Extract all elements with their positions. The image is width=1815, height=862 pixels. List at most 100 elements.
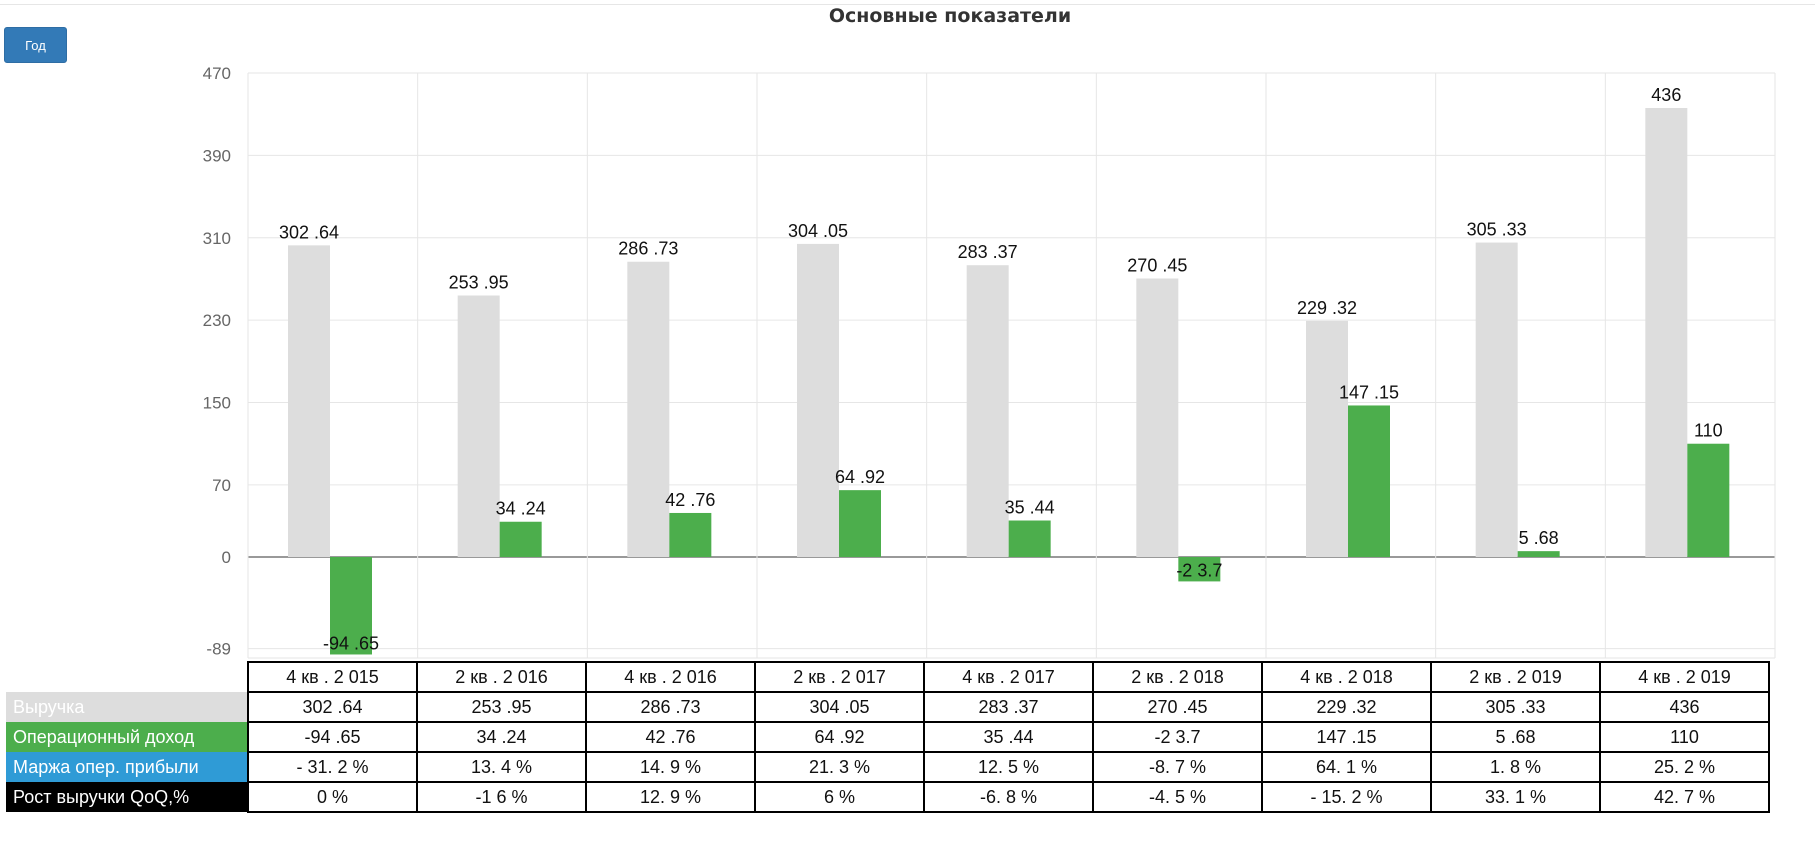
table-column-header: 4 кв . 2 015 [247, 661, 418, 693]
table-cell: -6. 8 % [923, 781, 1094, 813]
data-label-revenue: 302 .64 [279, 222, 339, 242]
table-cell: 12. 5 % [923, 751, 1094, 783]
table-cell: 13. 4 % [416, 751, 587, 783]
data-label-revenue: 229 .32 [1297, 298, 1357, 318]
data-label-operating-income: 34 .24 [496, 499, 546, 519]
table-cell: 6 % [754, 781, 925, 813]
y-tick-label: 310 [203, 229, 231, 248]
data-label-revenue: 283 .37 [958, 242, 1018, 262]
table-cell: - 15. 2 % [1261, 781, 1432, 813]
bar-revenue [627, 261, 670, 557]
data-label-operating-income: -94 .65 [323, 633, 379, 653]
data-label-revenue: 253 .95 [449, 272, 509, 292]
y-tick-label: 70 [212, 476, 231, 495]
y-tick-label: 150 [203, 394, 231, 413]
data-label-operating-income: 5 .68 [1519, 528, 1559, 548]
top-divider [0, 4, 1815, 5]
table-header-row: 4 кв . 2 015 2 кв . 2 016 4 кв . 2 016 2 кв… [6, 661, 1770, 693]
table-cell: 12. 9 % [585, 781, 756, 813]
table-row: Операционный доход -94 .65 34 .24 42 .76 64 … [6, 721, 1770, 753]
table-cell: 286 .73 [585, 691, 756, 723]
table-cell: 42. 7 % [1599, 781, 1770, 813]
bar-revenue [1475, 242, 1518, 557]
table-cell: 253 .95 [416, 691, 587, 723]
bar-operating-income [499, 521, 542, 557]
data-label-operating-income: -2 3.7 [1176, 560, 1222, 580]
data-table: 4 кв . 2 015 2 кв . 2 016 4 кв . 2 016 2 кв… [6, 661, 1770, 813]
table-row: Рост выручки QoQ,% 0 % -1 6 % 12. 9 % 6 % -6.… [6, 781, 1770, 813]
table-column-header: 4 кв . 2 018 [1261, 661, 1432, 693]
bar-operating-income [1178, 557, 1221, 582]
y-tick-label: 470 [203, 64, 231, 83]
data-label-revenue: 286 .73 [618, 239, 678, 259]
bar-revenue [1306, 320, 1348, 557]
table-column-header: 2 кв . 2 019 [1430, 661, 1601, 693]
table-cell: 35 .44 [923, 721, 1094, 753]
bar-revenue [797, 243, 839, 557]
table-cell: 147 .15 [1261, 721, 1432, 753]
table-cell: 34 .24 [416, 721, 587, 753]
table-cell: 5 .68 [1430, 721, 1601, 753]
table-cell: 1. 8 % [1430, 751, 1601, 783]
data-label-revenue: 436 [1651, 85, 1681, 105]
table-cell: 42 .76 [585, 721, 756, 753]
table-row: Выручка 302 .64 253 .95 286 .73 304 .05 283 .… [6, 691, 1770, 723]
bar-operating-income [839, 490, 881, 557]
chart-data-labels: 302 .64 253 .95 286 .73 304 .05 283 .37 270 .… [279, 85, 1723, 653]
chart-grid [247, 72, 1776, 659]
table-column-header: 2 кв . 2 018 [1092, 661, 1263, 693]
table-corner [6, 662, 248, 692]
y-tick-label: 230 [203, 311, 231, 330]
period-year-button[interactable]: Год [4, 27, 67, 63]
data-label-operating-income: 147 .15 [1339, 382, 1399, 402]
table-column-header: 2 кв . 2 016 [416, 661, 587, 693]
table-cell: 283 .37 [923, 691, 1094, 723]
table-cell: -2 3.7 [1092, 721, 1263, 753]
data-label-revenue: 304 .05 [788, 221, 848, 241]
table-cell: - 31. 2 % [247, 751, 418, 783]
table-column-header: 4 кв . 2 016 [585, 661, 756, 693]
bar-revenue [288, 245, 330, 557]
data-label-operating-income: 42 .76 [665, 490, 715, 510]
bar-revenue [966, 265, 1009, 557]
bar-operating-income [1687, 443, 1730, 557]
table-column-header: 2 кв . 2 017 [754, 661, 925, 693]
y-axis: 470 390 310 230 150 70 0 -89 [203, 64, 231, 659]
bar-chart: 302 .64 253 .95 286 .73 304 .05 283 .37 270 .… [203, 64, 1776, 659]
bar-operating-income [330, 557, 372, 655]
table-cell: 14. 9 % [585, 751, 756, 783]
table-cell: 229 .32 [1261, 691, 1432, 723]
table-cell: 110 [1599, 721, 1770, 753]
table-row-label: Рост выручки QoQ,% [6, 782, 248, 812]
table-cell: 304 .05 [754, 691, 925, 723]
table-row-label: Маржа опер. прибыли [6, 752, 248, 782]
bar-operating-income [1008, 520, 1051, 557]
data-label-operating-income: 64 .92 [835, 467, 885, 487]
data-label-operating-income: 110 [1694, 421, 1723, 441]
table-column-header: 4 кв . 2 017 [923, 661, 1094, 693]
table-cell: 64 .92 [754, 721, 925, 753]
bar-operating-income [1517, 551, 1560, 557]
y-tick-label: 0 [222, 548, 231, 567]
data-label-revenue: 305 .33 [1467, 220, 1527, 240]
table-cell: 33. 1 % [1430, 781, 1601, 813]
y-tick-label: 390 [203, 146, 231, 165]
data-label-revenue: 270 .45 [1127, 255, 1187, 275]
table-row: Маржа опер. прибыли - 31. 2 % 13. 4 % 14. 9… [6, 751, 1770, 783]
bar-revenue [457, 295, 500, 557]
table-cell: -8. 7 % [1092, 751, 1263, 783]
bar-revenue [1136, 278, 1179, 557]
table-cell: 436 [1599, 691, 1770, 723]
table-cell: 64. 1 % [1261, 751, 1432, 783]
table-cell: 302 .64 [247, 691, 418, 723]
table-row-label: Выручка [6, 692, 248, 722]
table-cell: -1 6 % [416, 781, 587, 813]
bar-revenue [1645, 108, 1688, 558]
bar-operating-income [1348, 405, 1390, 557]
chart-bars [288, 108, 1730, 655]
table-cell: 25. 2 % [1599, 751, 1770, 783]
bar-operating-income [669, 512, 712, 557]
chart-title: Основные показатели [828, 5, 1072, 27]
table-cell: 0 % [247, 781, 418, 813]
y-tick-label: -89 [206, 640, 231, 659]
